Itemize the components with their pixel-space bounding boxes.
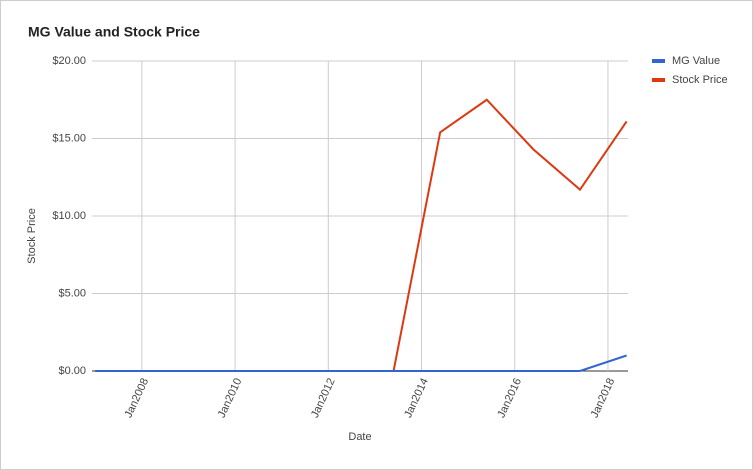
legend-label: MG Value xyxy=(672,55,720,67)
chart-title: MG Value and Stock Price xyxy=(28,24,200,40)
x-axis-title: Date xyxy=(348,431,371,443)
y-axis-title: Stock Price xyxy=(26,208,38,264)
legend-swatch xyxy=(652,59,665,63)
legend-label: Stock Price xyxy=(672,74,728,86)
y-tick-label: $0.00 xyxy=(58,365,86,377)
y-tick-label: $20.00 xyxy=(52,55,86,67)
y-tick-label: $5.00 xyxy=(58,287,86,299)
line-series xyxy=(95,354,627,372)
y-tick-label: $10.00 xyxy=(52,210,86,222)
legend-swatch xyxy=(652,78,665,82)
y-tick-label: $15.00 xyxy=(52,132,86,144)
